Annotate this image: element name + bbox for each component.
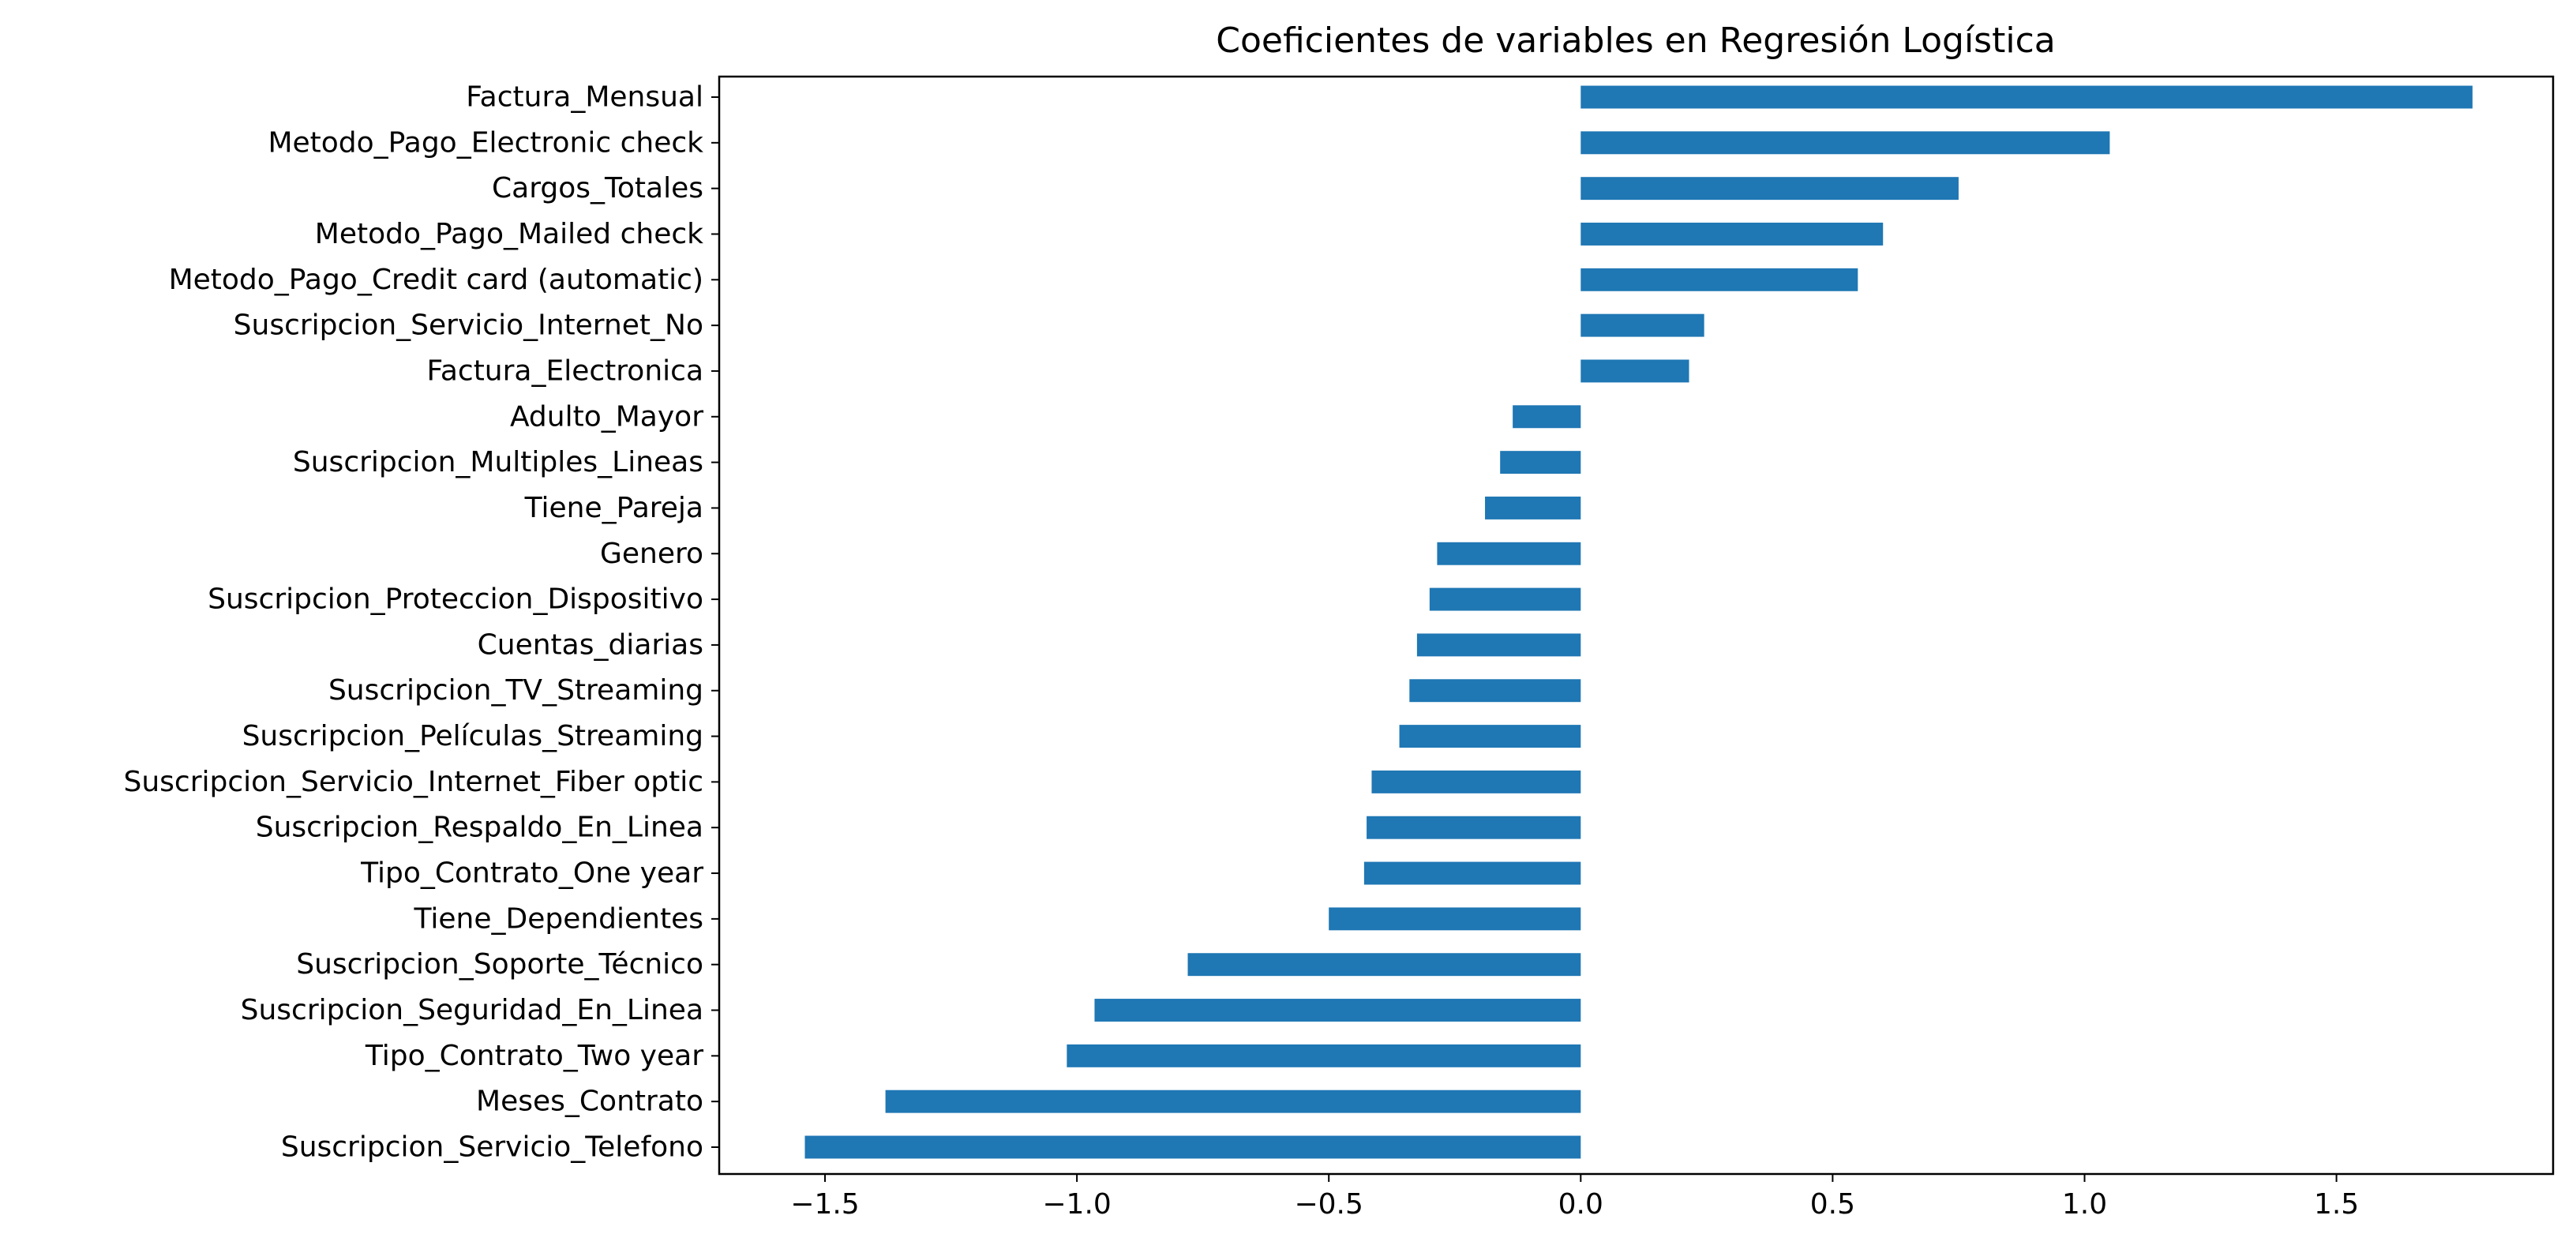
bar bbox=[1580, 131, 2110, 155]
y-tick-label: Suscripcion_Proteccion_Dispositivo bbox=[208, 583, 703, 616]
y-axis-ticks: Factura_Mensual Metodo_Pago_Electronic ch… bbox=[123, 81, 719, 1164]
y-tick-label: Factura_Mensual bbox=[466, 81, 703, 114]
bar bbox=[1500, 451, 1581, 474]
chart-title: Coeficientes de variables en Regresión L… bbox=[1216, 21, 2055, 61]
bar bbox=[1367, 816, 1581, 839]
x-tick-label: 0.0 bbox=[1558, 1188, 1603, 1221]
y-tick-label: Suscripcion_Servicio_Telefono bbox=[281, 1131, 703, 1164]
bar bbox=[1187, 953, 1581, 977]
bar bbox=[885, 1090, 1581, 1113]
y-tick-label: Suscripcion_Seguridad_En_Linea bbox=[241, 994, 703, 1026]
y-tick-label: Suscripcion_TV_Streaming bbox=[328, 674, 703, 707]
plot-frame bbox=[718, 75, 2555, 1176]
x-axis-ticks: −1.5 −1.0 −0.5 0.0 0.5 1.0 1.5 bbox=[790, 1174, 2359, 1221]
bar bbox=[804, 1135, 1581, 1159]
bars-group bbox=[804, 85, 2473, 1159]
bar bbox=[1485, 496, 1581, 519]
x-tick-label: −1.0 bbox=[1042, 1188, 1111, 1221]
y-tick-label: Tipo_Contrato_One year bbox=[360, 857, 703, 890]
y-tick-label: Suscripcion_Soporte_Técnico bbox=[296, 948, 703, 981]
bar bbox=[1580, 313, 1704, 337]
y-tick-label: Suscripcion_Multiples_Lineas bbox=[293, 446, 703, 478]
y-tick-label: Metodo_Pago_Electronic check bbox=[268, 126, 703, 159]
bar bbox=[1513, 405, 1581, 429]
bar bbox=[1329, 907, 1581, 931]
y-tick-label: Adulto_Mayor bbox=[510, 400, 703, 433]
bar bbox=[1580, 359, 1689, 383]
bar bbox=[1363, 861, 1581, 885]
x-tick-label: 1.5 bbox=[2314, 1188, 2359, 1221]
bar bbox=[1580, 223, 1884, 246]
bar bbox=[1580, 268, 1858, 291]
bar bbox=[1437, 542, 1581, 565]
x-tick-label: −0.5 bbox=[1294, 1188, 1363, 1221]
y-tick-label: Tiene_Dependientes bbox=[413, 902, 703, 935]
bar bbox=[1416, 633, 1581, 657]
x-tick-label: 0.5 bbox=[1810, 1188, 1855, 1221]
y-tick-label: Cuentas_diarias bbox=[478, 628, 703, 661]
bar bbox=[1371, 770, 1581, 793]
y-tick-label: Genero bbox=[600, 538, 703, 570]
y-tick-label: Meses_Contrato bbox=[476, 1086, 703, 1118]
bar bbox=[1067, 1044, 1581, 1067]
y-tick-label: Metodo_Pago_Mailed check bbox=[315, 218, 703, 250]
y-tick-label: Suscripcion_Respaldo_En_Linea bbox=[256, 812, 703, 844]
y-tick-label: Suscripcion_Películas_Streaming bbox=[242, 720, 703, 752]
y-tick-label: Tiene_Pareja bbox=[524, 492, 703, 524]
bar bbox=[1409, 679, 1581, 703]
x-tick-label: 1.0 bbox=[2062, 1188, 2107, 1221]
y-tick-label: Suscripcion_Servicio_Internet_Fiber opti… bbox=[123, 766, 703, 798]
bar bbox=[1399, 725, 1581, 748]
bar bbox=[1580, 85, 2473, 109]
y-tick-label: Factura_Electronica bbox=[426, 354, 703, 387]
y-tick-label: Metodo_Pago_Credit card (automatic) bbox=[169, 264, 703, 296]
y-tick-label: Tipo_Contrato_Two year bbox=[365, 1040, 703, 1072]
bar bbox=[1580, 177, 1959, 201]
y-tick-label: Suscripcion_Servicio_Internet_No bbox=[234, 309, 703, 342]
bar bbox=[1094, 999, 1581, 1022]
y-tick-label: Cargos_Totales bbox=[492, 172, 703, 204]
x-tick-label: −1.5 bbox=[790, 1188, 859, 1221]
bar bbox=[1429, 587, 1581, 611]
